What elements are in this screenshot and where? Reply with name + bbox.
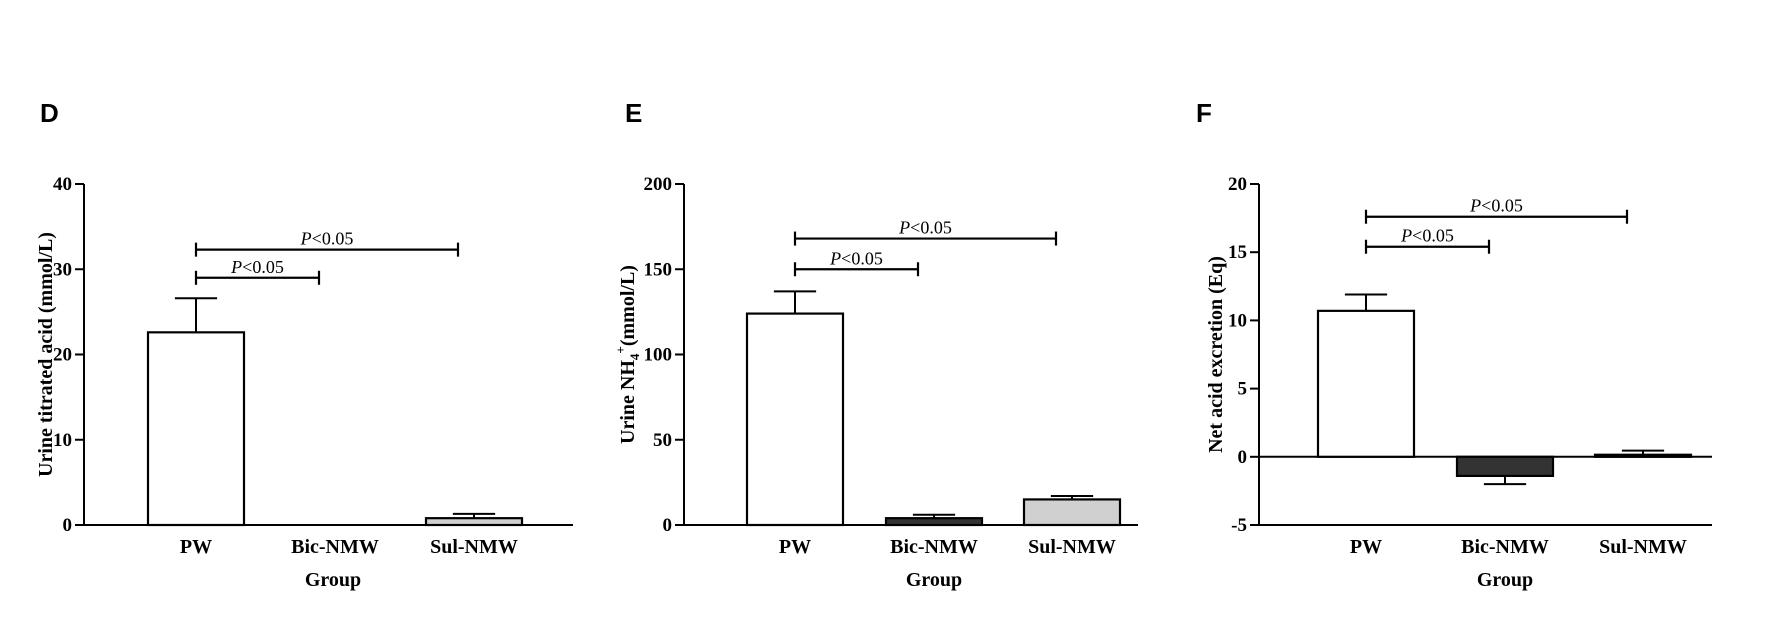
bar-sul-nmw <box>424 517 524 527</box>
chart-panel-e: E 0 50 100 150 200 PW Bic-NMW Sul-NMW Group Urine … <box>613 98 1138 591</box>
bar-bic-nmw <box>1455 455 1555 477</box>
y-axis-title: Net acid excretion (Eq) <box>1205 256 1227 453</box>
panel-letter: E <box>625 98 642 128</box>
y-axis-title: Urine NH4+(mmol/L) <box>613 265 642 444</box>
bar-pw <box>146 331 246 527</box>
chart-panel-f: F -5 0 5 10 15 20 PW Bic-NMW Sul-NMW Group Net acid… <box>1196 98 1712 591</box>
y-tick-label: 10 <box>1228 310 1247 331</box>
bar-pw <box>1316 309 1416 458</box>
y-axis-title: Urine titrated acid (mmol/L) <box>35 232 57 477</box>
panel-letter: D <box>40 98 59 128</box>
bar-sul-nmw <box>1022 498 1122 527</box>
x-tick-label: PW <box>1350 536 1382 558</box>
y-tick-label: 40 <box>53 174 72 195</box>
x-tick-label: Bic-NMW <box>890 536 978 558</box>
y-tick-label: 0 <box>663 515 673 536</box>
x-axis-title: Group <box>305 569 361 591</box>
x-tick-label: PW <box>180 536 212 558</box>
x-tick-label: Sul-NMW <box>1599 536 1687 558</box>
x-tick-label: Sul-NMW <box>1028 536 1116 558</box>
bar-pw <box>745 312 845 527</box>
x-tick-label: Bic-NMW <box>1461 536 1549 558</box>
y-tick-label: 0 <box>63 515 73 536</box>
y-tick-label: 20 <box>53 345 72 366</box>
x-axis-title: Group <box>1477 569 1533 591</box>
panel-letter: F <box>1196 98 1212 128</box>
bar-bic-nmw <box>884 517 984 527</box>
x-tick-label: PW <box>779 536 811 558</box>
y-tick-label: 10 <box>53 430 72 451</box>
bar-sul-nmw <box>1593 453 1693 458</box>
y-tick-label: 150 <box>644 259 673 280</box>
x-axis-title: Group <box>906 569 962 591</box>
significance-label: P<0.05 <box>898 218 952 238</box>
y-tick-label: -5 <box>1231 515 1247 536</box>
significance-label: P<0.05 <box>1400 226 1454 246</box>
x-tick-label: Bic-NMW <box>291 536 379 558</box>
y-tick-label: 20 <box>1228 174 1247 195</box>
y-tick-label: 0 <box>1238 447 1248 468</box>
y-tick-label: 50 <box>653 430 672 451</box>
significance-label: P<0.05 <box>1469 196 1523 216</box>
significance-label: P<0.05 <box>829 248 883 268</box>
y-tick-label: 200 <box>644 174 673 195</box>
x-tick-label: Sul-NMW <box>430 536 518 558</box>
chart-panel-d: D 0 10 20 30 40 PW Bic-NMW Sul-NMW Group Urine tit… <box>35 98 573 591</box>
significance-label: P<0.05 <box>300 229 354 249</box>
y-tick-label: 5 <box>1238 379 1248 400</box>
significance-label: P<0.05 <box>230 257 284 277</box>
y-tick-label: 100 <box>644 345 673 366</box>
y-tick-label: 15 <box>1228 242 1247 263</box>
y-tick-label: 30 <box>53 259 72 280</box>
